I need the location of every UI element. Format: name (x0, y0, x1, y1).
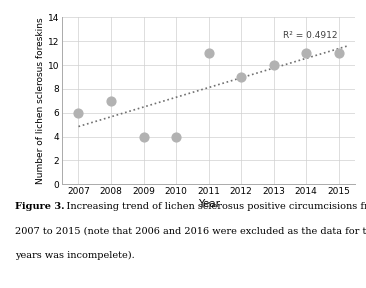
Point (108, 98, 114, 103)
Point (271, 63, 277, 67)
Text: Increasing trend of lichen sclerosus positive circumcisions from: Increasing trend of lichen sclerosus pos… (57, 202, 366, 211)
Text: Figure 3.: Figure 3. (15, 202, 64, 211)
Point (336, 51, 342, 55)
Text: R² = 0.4912: R² = 0.4912 (283, 31, 338, 40)
Point (238, 75, 244, 79)
Y-axis label: Number of lichen sclerosus foreskins: Number of lichen sclerosus foreskins (36, 18, 45, 184)
Point (206, 51, 212, 55)
Point (173, 134, 179, 139)
Point (303, 51, 309, 55)
Point (141, 134, 146, 139)
Text: years was incompelete).: years was incompelete). (15, 251, 134, 260)
Point (75, 110, 81, 115)
X-axis label: Year: Year (198, 199, 220, 209)
Text: 2007 to 2015 (note that 2006 and 2016 were excluded as the data for those: 2007 to 2015 (note that 2006 and 2016 we… (15, 226, 366, 235)
